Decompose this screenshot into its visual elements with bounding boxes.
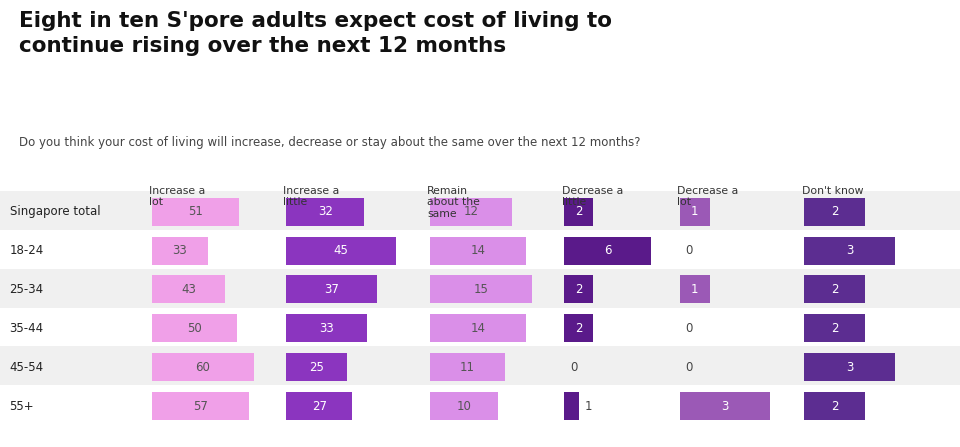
Text: Eight in ten S'pore adults expect cost of living to
continue rising over the nex: Eight in ten S'pore adults expect cost o… [19, 11, 612, 56]
FancyBboxPatch shape [804, 392, 865, 420]
Text: 2: 2 [575, 283, 583, 296]
Text: 35-44: 35-44 [10, 322, 44, 335]
FancyBboxPatch shape [680, 392, 770, 420]
FancyBboxPatch shape [286, 392, 352, 420]
FancyBboxPatch shape [430, 236, 525, 265]
FancyBboxPatch shape [564, 314, 593, 342]
Text: 45: 45 [334, 244, 348, 257]
Text: 50: 50 [187, 322, 202, 335]
Text: Singapore total: Singapore total [10, 205, 100, 218]
FancyBboxPatch shape [286, 275, 376, 304]
Text: 0: 0 [570, 361, 578, 374]
FancyBboxPatch shape [152, 236, 208, 265]
FancyBboxPatch shape [0, 385, 960, 424]
FancyBboxPatch shape [152, 353, 254, 381]
FancyBboxPatch shape [0, 230, 960, 269]
Text: 2: 2 [831, 400, 838, 413]
Text: 3: 3 [846, 361, 853, 374]
Text: Remain
about the
same: Remain about the same [427, 186, 480, 219]
Text: 3: 3 [721, 400, 729, 413]
Text: 25: 25 [309, 361, 324, 374]
FancyBboxPatch shape [152, 314, 237, 342]
Text: 2: 2 [831, 283, 838, 296]
FancyBboxPatch shape [152, 392, 249, 420]
Text: 3: 3 [846, 244, 853, 257]
FancyBboxPatch shape [152, 275, 225, 304]
Text: 43: 43 [180, 283, 196, 296]
Text: Decrease a
little: Decrease a little [562, 186, 623, 207]
Text: 0: 0 [685, 361, 693, 374]
FancyBboxPatch shape [286, 314, 367, 342]
FancyBboxPatch shape [286, 236, 396, 265]
Text: Decrease a
lot: Decrease a lot [677, 186, 738, 207]
FancyBboxPatch shape [564, 198, 593, 226]
Text: 2: 2 [575, 205, 583, 218]
Text: 15: 15 [474, 283, 489, 296]
Text: 1: 1 [691, 205, 699, 218]
Text: 18-24: 18-24 [10, 244, 44, 257]
FancyBboxPatch shape [430, 198, 512, 226]
FancyBboxPatch shape [0, 191, 960, 230]
Text: 2: 2 [575, 322, 583, 335]
FancyBboxPatch shape [152, 198, 239, 226]
FancyBboxPatch shape [430, 314, 525, 342]
Text: Do you think your cost of living will increase, decrease or stay about the same : Do you think your cost of living will in… [19, 136, 640, 149]
FancyBboxPatch shape [680, 275, 709, 304]
FancyBboxPatch shape [430, 353, 505, 381]
FancyBboxPatch shape [564, 392, 579, 420]
Text: 57: 57 [193, 400, 207, 413]
Text: 32: 32 [318, 205, 333, 218]
Text: 11: 11 [460, 361, 475, 374]
FancyBboxPatch shape [804, 314, 865, 342]
FancyBboxPatch shape [680, 198, 709, 226]
Text: 14: 14 [470, 322, 486, 335]
Text: Increase a
little: Increase a little [283, 186, 340, 207]
FancyBboxPatch shape [0, 346, 960, 385]
FancyBboxPatch shape [0, 308, 960, 346]
FancyBboxPatch shape [430, 275, 533, 304]
FancyBboxPatch shape [564, 236, 651, 265]
FancyBboxPatch shape [804, 198, 865, 226]
Text: 55+: 55+ [10, 400, 35, 413]
Text: 0: 0 [685, 244, 693, 257]
Text: 14: 14 [470, 244, 486, 257]
Text: 2: 2 [831, 322, 838, 335]
Text: 1: 1 [585, 400, 592, 413]
Text: 1: 1 [691, 283, 699, 296]
Text: 33: 33 [319, 322, 334, 335]
FancyBboxPatch shape [286, 198, 365, 226]
FancyBboxPatch shape [804, 275, 865, 304]
Text: 0: 0 [685, 322, 693, 335]
Text: 2: 2 [831, 205, 838, 218]
FancyBboxPatch shape [804, 236, 895, 265]
FancyBboxPatch shape [286, 353, 348, 381]
Text: Increase a
lot: Increase a lot [149, 186, 205, 207]
Text: 25-34: 25-34 [10, 283, 44, 296]
FancyBboxPatch shape [0, 269, 960, 308]
Text: 60: 60 [196, 361, 210, 374]
Text: 33: 33 [173, 244, 187, 257]
Text: 6: 6 [604, 244, 612, 257]
Text: Don't know: Don't know [802, 186, 863, 195]
FancyBboxPatch shape [430, 392, 498, 420]
FancyBboxPatch shape [804, 353, 895, 381]
FancyBboxPatch shape [564, 275, 593, 304]
Text: 27: 27 [312, 400, 326, 413]
Text: 45-54: 45-54 [10, 361, 44, 374]
Text: 12: 12 [464, 205, 478, 218]
Text: 37: 37 [324, 283, 339, 296]
Text: 51: 51 [188, 205, 203, 218]
Text: 10: 10 [457, 400, 471, 413]
